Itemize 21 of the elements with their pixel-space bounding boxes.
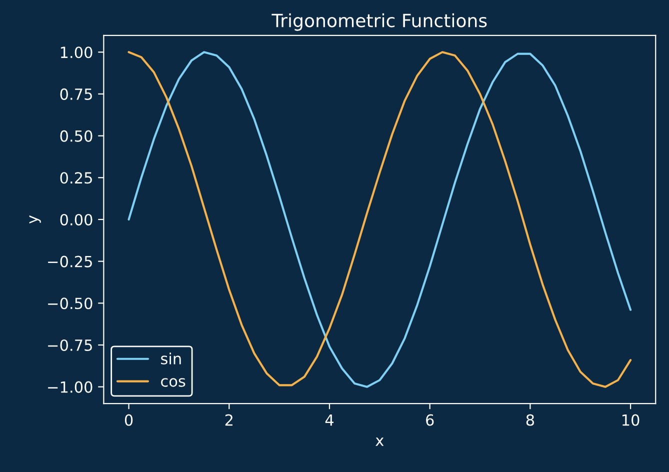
- x-tick-label: 2: [225, 414, 232, 426]
- x-tick-label: 6: [426, 414, 434, 426]
- y-tick-label: 0.00: [60, 214, 92, 226]
- x-tick-label: 4: [325, 414, 334, 426]
- y-axis-title: y: [29, 215, 41, 224]
- line-series: [128, 51, 632, 388]
- y-tick-label: 0.75: [60, 88, 92, 100]
- x-axis-title: x: [376, 438, 384, 446]
- y-tick-label: 1.00: [60, 46, 92, 58]
- x-tick-label: 8: [526, 414, 534, 426]
- y-tick-label: −0.50: [48, 298, 92, 310]
- y-tick-label: 0.50: [60, 130, 92, 142]
- y-tick-label: −0.75: [48, 339, 92, 352]
- chart-title: Trigonometric Functions: [272, 13, 487, 31]
- x-tick-label: 0: [124, 414, 133, 426]
- y-tick-label: 0.25: [60, 172, 92, 184]
- y-tick-label: −0.25: [48, 256, 92, 268]
- legend-label: cos: [161, 378, 186, 387]
- x-tick-label: 10: [622, 414, 640, 426]
- y-tick-label: −1.00: [48, 381, 92, 393]
- legend-label: sin: [161, 352, 181, 364]
